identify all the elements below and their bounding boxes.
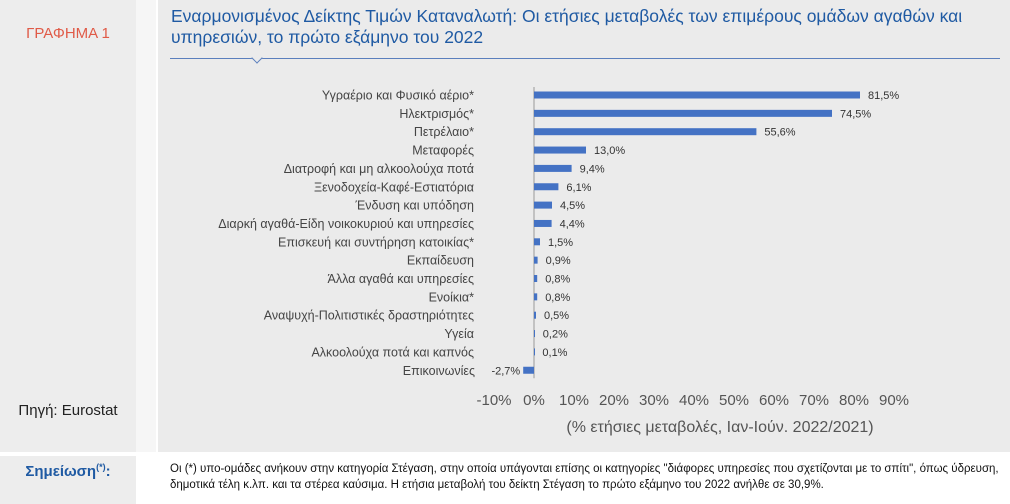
value-label-11: 0,8%: [545, 292, 570, 304]
figure-label: ΓΡΑΦΗΜΑ 1: [26, 25, 110, 42]
bar-15: [523, 366, 534, 374]
value-label-3: 13,0%: [594, 145, 625, 157]
category-label-5: Ξενοδοχεία-Καφέ-Εστιατόρια: [314, 180, 474, 194]
left-panel: [0, 0, 136, 452]
value-label-7: 4,4%: [560, 218, 585, 230]
chart-title: Εναρμονισμένος Δείκτης Τιμών Καταναλωτή:…: [171, 6, 963, 47]
bar-7: [534, 219, 552, 227]
x-tick-label-7: 60%: [759, 392, 789, 409]
category-label-13: Υγεία: [444, 327, 474, 341]
bar-10: [534, 275, 538, 282]
bar-0: [534, 91, 860, 99]
x-tick-label-0: -10%: [476, 392, 511, 409]
note-label: Σημείωση(*):: [0, 462, 136, 480]
value-label-14: 0,1%: [542, 347, 567, 359]
category-label-2: Πετρέλαιο*: [414, 125, 474, 139]
category-label-0: Υγραέριο και Φυσικό αέριο*: [322, 89, 474, 103]
title-rule: [170, 58, 1000, 59]
category-label-15: Επικοινωνίες: [403, 364, 475, 378]
value-label-1: 74,5%: [840, 108, 871, 120]
bar-8: [534, 238, 540, 246]
note-label-mark: (*): [96, 462, 106, 472]
value-label-8: 1,5%: [548, 237, 573, 249]
note-label-text: Σημείωση: [25, 463, 97, 480]
x-tick-label-8: 70%: [799, 392, 829, 409]
category-label-3: Μεταφορές: [412, 144, 474, 158]
x-tick-label-10: 90%: [879, 392, 909, 409]
category-label-1: Ηλεκτρισμός*: [399, 107, 474, 121]
note-label-panel: [0, 456, 136, 504]
category-label-11: Ενοίκια*: [429, 290, 475, 304]
value-label-15: -2,7%: [491, 365, 520, 377]
x-tick-label-1: 0%: [523, 392, 545, 409]
value-label-6: 4,5%: [560, 200, 585, 212]
bar-14: [534, 348, 535, 356]
bar-12: [534, 311, 536, 319]
value-label-9: 0,9%: [546, 255, 571, 267]
value-label-5: 6,1%: [566, 182, 591, 194]
bar-6: [534, 201, 552, 209]
bar-1: [534, 109, 832, 117]
bar-11: [534, 293, 538, 301]
x-tick-label-4: 30%: [639, 392, 669, 409]
category-label-10: Άλλα αγαθά και υπηρεσίες: [328, 272, 474, 286]
category-label-4: Διατροφή και μη αλκοολούχα ποτά: [284, 162, 474, 176]
bar-5: [534, 183, 559, 191]
bar-4: [534, 164, 572, 172]
chart-panel: [158, 0, 1010, 452]
left-divider-strip: [136, 0, 156, 452]
bar-9: [534, 256, 538, 264]
bar-chart: Υγραέριο και Φυσικό αέριο* 81,5% Ηλεκτρισμ…: [218, 87, 909, 436]
source-label: Πηγή: Eurostat: [18, 402, 118, 419]
x-tick-label-9: 80%: [839, 392, 869, 409]
x-axis-title: (% ετήσιες μεταβολές, Ιαν-Ιούν. 2022/202…: [566, 419, 873, 436]
note-panel: [158, 456, 1010, 504]
value-label-10: 0,8%: [545, 274, 570, 286]
category-label-14: Αλκοολούχα ποτά και καπνός: [311, 345, 474, 359]
category-label-6: Ένδυση και υπόδηση: [354, 199, 474, 213]
category-label-9: Εκπαίδευση: [407, 254, 474, 268]
category-label-12: Αναψυχή-Πολιτιστικές δραστηριότητες: [264, 309, 474, 323]
value-label-4: 9,4%: [580, 163, 605, 175]
value-label-0: 81,5%: [868, 90, 899, 102]
x-tick-label-5: 40%: [679, 392, 709, 409]
x-tick-label-3: 20%: [599, 392, 629, 409]
bar-3: [534, 146, 586, 154]
value-label-2: 55,6%: [764, 127, 795, 139]
note-label-colon: :: [105, 463, 111, 480]
x-tick-label-6: 50%: [719, 392, 749, 409]
value-label-12: 0,5%: [544, 310, 569, 322]
category-label-7: Διαρκή αγαθά-Είδη νοικοκυριού και υπηρεσ…: [218, 217, 474, 231]
bar-13: [534, 330, 535, 338]
bar-2: [534, 128, 757, 136]
x-tick-label-2: 10%: [559, 392, 589, 409]
category-label-8: Επισκευή και συντήρηση κατοικίας*: [278, 235, 474, 249]
note-text: Οι (*) υπο-ομάδες ανήκουν στην κατηγορία…: [170, 463, 999, 491]
value-label-13: 0,2%: [543, 329, 568, 341]
